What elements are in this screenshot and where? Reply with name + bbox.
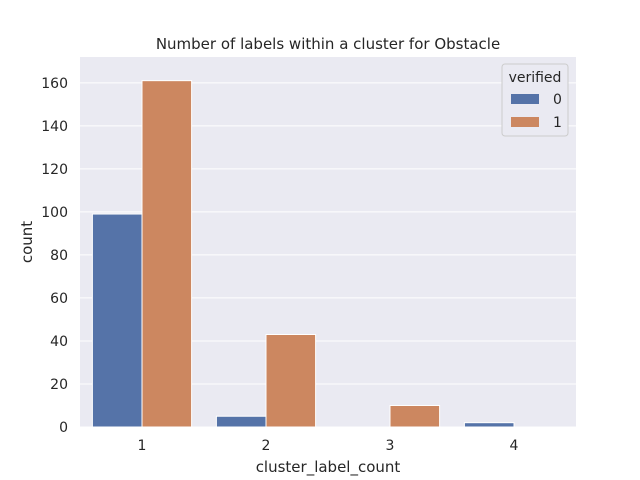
x-tick-labels: 1 2 3 4 [138,438,519,454]
legend-label-1: 1 [553,115,562,131]
y-tick-labels: 0 20 40 60 80 100 120 140 160 [41,76,68,436]
y-tick-label: 20 [50,377,68,393]
legend: verified 0 1 [501,63,569,137]
bar-1-verified-1 [141,80,193,428]
y-tick-label: 80 [50,248,68,264]
bar-2-verified-1 [265,334,317,428]
y-tick-label: 120 [41,162,68,178]
legend-label-0: 0 [553,92,562,108]
y-tick-label: 160 [41,76,68,92]
bar-3-verified-1 [389,404,441,428]
bar-1-verified-0 [91,213,143,428]
bars [91,80,515,428]
bar-4-verified-0 [463,422,515,428]
y-tick-label: 40 [50,334,68,350]
legend-title: verified [509,70,562,86]
y-tick-label: 0 [59,420,68,436]
x-tick-label: 1 [138,438,147,454]
legend-swatch-1 [511,117,539,127]
y-tick-label: 60 [50,291,68,307]
bar-2-verified-0 [215,415,267,428]
chart-title: Number of labels within a cluster for Ob… [156,35,500,53]
y-tick-label: 140 [41,119,68,135]
legend-swatch-0 [511,94,539,104]
x-tick-label: 2 [262,438,271,454]
y-tick-label: 100 [41,205,68,221]
y-axis-label: count [18,221,36,263]
x-tick-label: 3 [386,438,395,454]
x-tick-label: 4 [510,438,519,454]
x-axis-label: cluster_label_count [256,458,401,477]
